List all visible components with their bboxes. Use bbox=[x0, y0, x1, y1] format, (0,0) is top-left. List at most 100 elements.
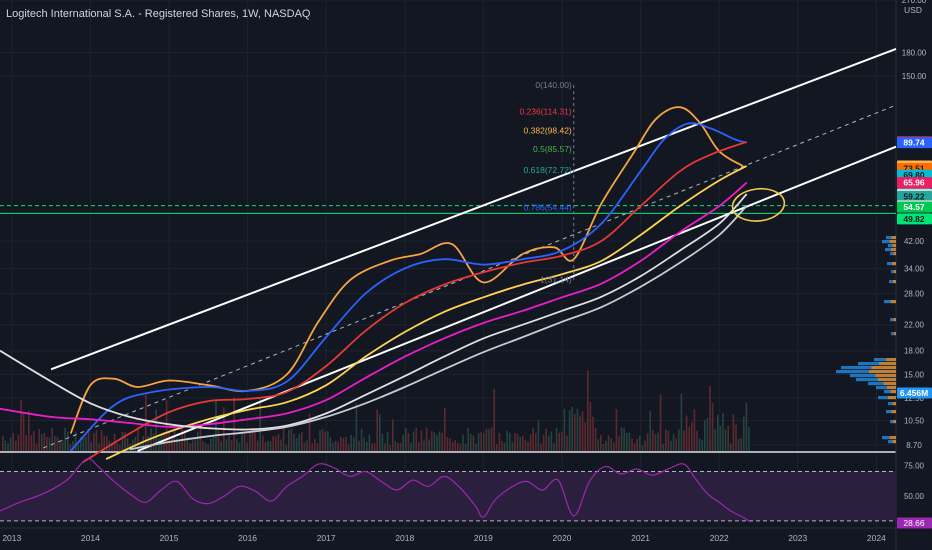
time-tick-label: 2022 bbox=[710, 533, 729, 543]
volume-bar bbox=[295, 438, 298, 451]
volume-bar bbox=[80, 437, 82, 451]
volume-bar bbox=[644, 440, 646, 451]
volume-bar bbox=[132, 439, 134, 451]
volume-bar bbox=[722, 412, 724, 451]
volume-bar bbox=[522, 435, 524, 451]
volume-bar bbox=[381, 433, 384, 451]
volume-bar bbox=[2, 436, 4, 451]
volume-bar bbox=[197, 431, 199, 451]
volume-profile-down bbox=[893, 318, 896, 322]
volume-profile-up bbox=[888, 244, 893, 248]
volume-bar bbox=[407, 433, 410, 451]
price-tick-label: 150.00 bbox=[902, 72, 927, 81]
volume-bar bbox=[332, 443, 334, 451]
volume-bar bbox=[626, 432, 628, 451]
volume-bar bbox=[649, 411, 651, 451]
volume-bar bbox=[87, 428, 90, 451]
volume-bar bbox=[202, 440, 204, 451]
volume-bar bbox=[64, 427, 66, 451]
volume-bar bbox=[535, 433, 537, 451]
volume-profile-down bbox=[893, 270, 896, 274]
volume-bar bbox=[743, 416, 745, 451]
volume-profile-up bbox=[882, 436, 890, 440]
time-tick-label: 2019 bbox=[474, 533, 493, 543]
ellipse-annotation bbox=[731, 187, 786, 222]
volume-bar bbox=[303, 442, 306, 451]
volume-profile-down bbox=[887, 386, 896, 390]
volume-bar bbox=[22, 412, 25, 451]
channel-lower-line bbox=[137, 145, 897, 452]
volume-profile-up bbox=[886, 410, 892, 414]
volume-profile-up bbox=[858, 362, 879, 366]
volume-bar bbox=[748, 426, 750, 451]
price-tick-label: 270.00 bbox=[902, 0, 927, 5]
rsi-tick-label: 75.00 bbox=[904, 461, 925, 470]
volume-bar bbox=[719, 425, 722, 451]
volume-profile-down bbox=[892, 244, 896, 248]
volume-profile-down bbox=[875, 374, 896, 378]
volume-bar bbox=[662, 443, 664, 451]
volume-bar bbox=[631, 438, 633, 451]
volume-bar bbox=[441, 432, 443, 451]
volume-bar bbox=[438, 431, 441, 451]
volume-bar bbox=[485, 428, 488, 451]
price-badge bbox=[897, 213, 932, 225]
volume-profile-up bbox=[850, 374, 876, 378]
volume-bar bbox=[636, 438, 638, 451]
volume-bar bbox=[147, 436, 150, 451]
volume-bar bbox=[392, 419, 394, 451]
volume-bar bbox=[558, 432, 560, 451]
volume-bar bbox=[176, 437, 178, 451]
volume-bar bbox=[210, 438, 212, 451]
price-tick-label: 22.00 bbox=[904, 321, 925, 330]
volume-bar bbox=[670, 440, 672, 451]
time-tick-label: 2015 bbox=[160, 533, 179, 543]
time-axis[interactable]: 2013 2014 2015 2016 2017 2018 2019 2020 2021 2022… bbox=[2, 533, 886, 543]
fibonacci-retracement[interactable]: 0(140.00) 0.236(114.31) 0.382(98.42) 0.5(85… bbox=[519, 80, 575, 285]
price-tick-label: 18.00 bbox=[904, 347, 925, 356]
volume-bar bbox=[685, 415, 688, 451]
volume-bar bbox=[386, 431, 389, 451]
volume-bar bbox=[436, 434, 438, 451]
volume-bar bbox=[285, 444, 287, 451]
volume-bar bbox=[249, 431, 251, 451]
volume-bar bbox=[714, 429, 716, 451]
volume-bar bbox=[503, 442, 506, 451]
volume-bar bbox=[397, 442, 399, 451]
fibonacci-level-label: 0.236(114.31) bbox=[519, 106, 571, 116]
volume-bar bbox=[350, 435, 352, 451]
volume-bar bbox=[9, 437, 12, 451]
volume-bar bbox=[615, 409, 618, 451]
volume-bar bbox=[238, 442, 241, 451]
volume-bar bbox=[384, 443, 386, 451]
price-tick-label: 28.00 bbox=[904, 290, 925, 299]
volume-bar bbox=[389, 444, 391, 451]
volume-bar bbox=[574, 413, 576, 451]
volume-bar bbox=[264, 442, 267, 451]
volume-bar bbox=[613, 442, 615, 451]
volume-bar bbox=[431, 431, 433, 451]
volume-profile-up bbox=[878, 396, 888, 400]
volume-bar bbox=[106, 436, 108, 451]
volume-bar bbox=[337, 441, 339, 451]
volume-bar bbox=[405, 427, 407, 451]
volume-bar bbox=[735, 424, 737, 451]
volume-bar bbox=[342, 437, 345, 451]
volume-bar bbox=[194, 439, 196, 451]
volume-bar bbox=[314, 439, 316, 451]
volume-bar bbox=[376, 409, 378, 451]
volume-bar bbox=[415, 427, 417, 451]
volume-bar bbox=[321, 428, 324, 451]
volume-bar bbox=[269, 441, 272, 451]
volume-bar bbox=[652, 430, 654, 451]
volume-bar bbox=[225, 439, 228, 451]
price-tick-label: 10.50 bbox=[904, 417, 925, 426]
volume-bar bbox=[121, 431, 124, 451]
price-badge-label: 6.456M bbox=[900, 388, 928, 398]
price-badge bbox=[897, 387, 932, 399]
volume-bar bbox=[243, 434, 246, 451]
volume-bar bbox=[641, 444, 644, 451]
moving-average-line-5 bbox=[0, 181, 748, 428]
volume-profile-down bbox=[892, 402, 896, 406]
